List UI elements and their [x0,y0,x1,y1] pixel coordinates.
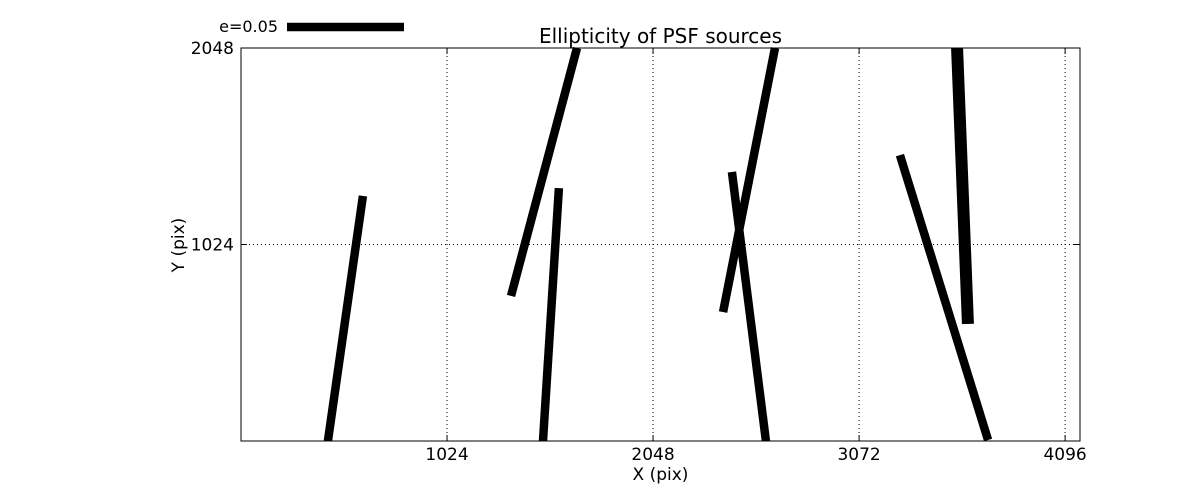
x-tick-label: 1024 [425,445,468,465]
whisker-segment [895,153,993,442]
x-tick-label: 4096 [1043,445,1086,465]
y-tick-label: 1024 [191,236,234,256]
y-tick-label: 2048 [191,39,234,59]
figure-title: Ellipticity of PSF sources [538,24,783,48]
plot-border [240,47,1081,442]
whisker-segment [323,195,368,442]
x-tick-label: 3072 [837,445,880,465]
whisker-segment [727,171,771,442]
whisker-segment [538,187,564,442]
whisker-segment [506,46,582,298]
whisker-segment [718,47,780,313]
y-axis-label: Y (pix) [169,217,189,273]
whisker-segment [951,47,974,325]
legend-label: e=0.05 [219,17,278,36]
x-axis-label: X (pix) [632,465,689,485]
x-tick-label: 2048 [631,445,674,465]
